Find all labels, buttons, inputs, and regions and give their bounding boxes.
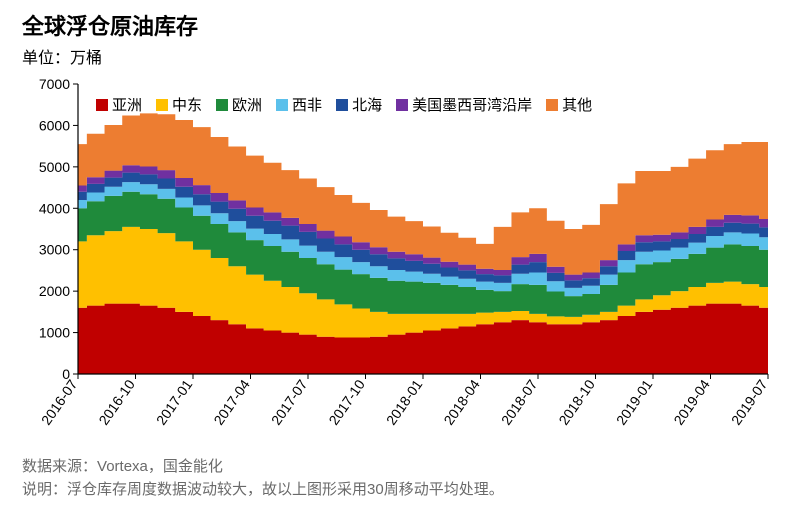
- legend-swatch: [96, 99, 108, 111]
- y-tick-label: 1000: [39, 325, 70, 341]
- legend-label: 其他: [562, 94, 592, 115]
- y-tick-label: 5000: [39, 159, 70, 175]
- note-label: 说明：: [22, 481, 67, 498]
- chart-footer: 数据来源：Vortexa，国金能化 说明：浮仓库存周度数据波动较大，故以上图形采…: [22, 456, 778, 501]
- x-tick-label: 2018-04: [440, 377, 483, 428]
- legend-item: 其他: [546, 94, 592, 115]
- stacked-area-chart: 010002000300040005000600070002016-072016…: [22, 74, 778, 454]
- y-tick-label: 2000: [39, 284, 70, 300]
- x-tick-label: 2017-04: [210, 377, 253, 428]
- x-tick-label: 2018-10: [555, 377, 598, 428]
- legend-item: 西非: [276, 94, 322, 115]
- legend-item: 美国墨西哥湾沿岸: [396, 94, 532, 115]
- chart-legend: 亚洲 中东 欧洲 西非 北海 美国墨西哥湾沿岸 其他: [96, 94, 592, 115]
- legend-item: 亚洲: [96, 94, 142, 115]
- y-tick-label: 7000: [39, 76, 70, 92]
- legend-label: 美国墨西哥湾沿岸: [412, 94, 532, 115]
- x-tick-label: 2018-01: [383, 377, 426, 428]
- legend-label: 亚洲: [112, 94, 142, 115]
- source-line: 数据来源：Vortexa，国金能化: [22, 456, 778, 479]
- x-tick-label: 2017-10: [325, 377, 368, 428]
- source-label: 数据来源：: [22, 458, 97, 475]
- x-tick-label: 2017-07: [268, 377, 311, 428]
- legend-swatch: [546, 99, 558, 111]
- chart-title: 全球浮仓原油库存: [22, 14, 778, 40]
- legend-item: 中东: [156, 94, 202, 115]
- x-tick-label: 2019-04: [670, 377, 713, 428]
- note-value: 浮仓库存周度数据波动较大，故以上图形采用30周移动平均处理。: [67, 481, 504, 498]
- legend-label: 北海: [352, 94, 382, 115]
- x-tick-label: 2016-07: [38, 377, 81, 428]
- x-tick-label: 2019-01: [613, 377, 656, 428]
- page-root: 全球浮仓原油库存 单位：万桶 亚洲中东欧洲西非北海美国墨西哥湾沿岸其他 0100…: [0, 0, 800, 505]
- legend-swatch: [396, 99, 408, 111]
- y-tick-label: 6000: [39, 118, 70, 134]
- legend-label: 西非: [292, 94, 322, 115]
- legend-item: 北海: [336, 94, 382, 115]
- legend-label: 中东: [172, 94, 202, 115]
- legend-swatch: [216, 99, 228, 111]
- legend-swatch: [156, 99, 168, 111]
- source-value: Vortexa，国金能化: [97, 458, 223, 475]
- legend-swatch: [276, 99, 288, 111]
- legend-item: 欧洲: [216, 94, 262, 115]
- y-tick-label: 3000: [39, 242, 70, 258]
- x-tick-label: 2016-10: [95, 377, 138, 428]
- x-tick-label: 2018-07: [498, 377, 541, 428]
- note-line: 说明：浮仓库存周度数据波动较大，故以上图形采用30周移动平均处理。: [22, 479, 778, 502]
- x-tick-label: 2019-07: [728, 377, 771, 428]
- x-tick-label: 2017-01: [153, 377, 196, 428]
- legend-swatch: [336, 99, 348, 111]
- chart-subtitle: 单位：万桶: [22, 44, 778, 68]
- chart-area: 亚洲中东欧洲西非北海美国墨西哥湾沿岸其他 0100020003000400050…: [22, 74, 778, 454]
- legend-label: 欧洲: [232, 94, 262, 115]
- y-tick-label: 4000: [39, 201, 70, 217]
